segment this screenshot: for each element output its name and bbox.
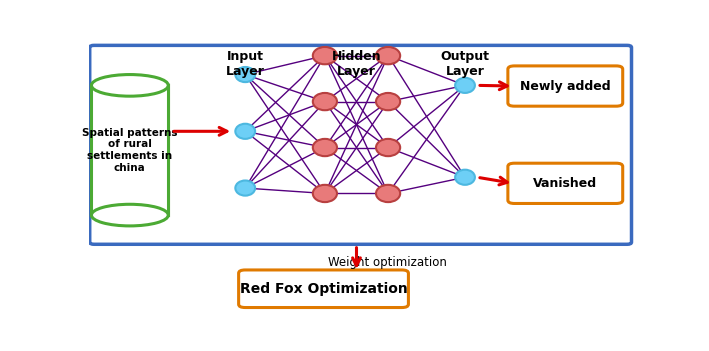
Text: Input
Layer: Input Layer (225, 50, 264, 78)
Ellipse shape (235, 124, 255, 139)
Polygon shape (91, 85, 168, 215)
Ellipse shape (313, 93, 337, 110)
Text: Weight optimization: Weight optimization (328, 256, 447, 269)
Ellipse shape (91, 74, 168, 96)
Text: Vanished: Vanished (533, 177, 598, 190)
Ellipse shape (235, 67, 255, 82)
Ellipse shape (235, 180, 255, 196)
FancyBboxPatch shape (90, 45, 632, 244)
Text: Hidden
Layer: Hidden Layer (332, 50, 381, 78)
Text: Newly added: Newly added (520, 80, 610, 93)
Ellipse shape (376, 185, 400, 202)
Ellipse shape (455, 170, 475, 185)
Ellipse shape (455, 78, 475, 93)
Ellipse shape (376, 139, 400, 156)
FancyBboxPatch shape (508, 66, 623, 106)
Ellipse shape (376, 93, 400, 110)
Ellipse shape (313, 139, 337, 156)
Ellipse shape (91, 204, 168, 226)
Text: Spatial patterns
of rural
settlements in
china: Spatial patterns of rural settlements in… (82, 128, 177, 173)
Ellipse shape (376, 47, 400, 64)
FancyBboxPatch shape (239, 270, 408, 307)
Ellipse shape (313, 47, 337, 64)
FancyBboxPatch shape (508, 163, 623, 204)
Text: Output
Layer: Output Layer (440, 50, 489, 78)
Text: Red Fox Optimization: Red Fox Optimization (240, 282, 408, 296)
Ellipse shape (313, 185, 337, 202)
